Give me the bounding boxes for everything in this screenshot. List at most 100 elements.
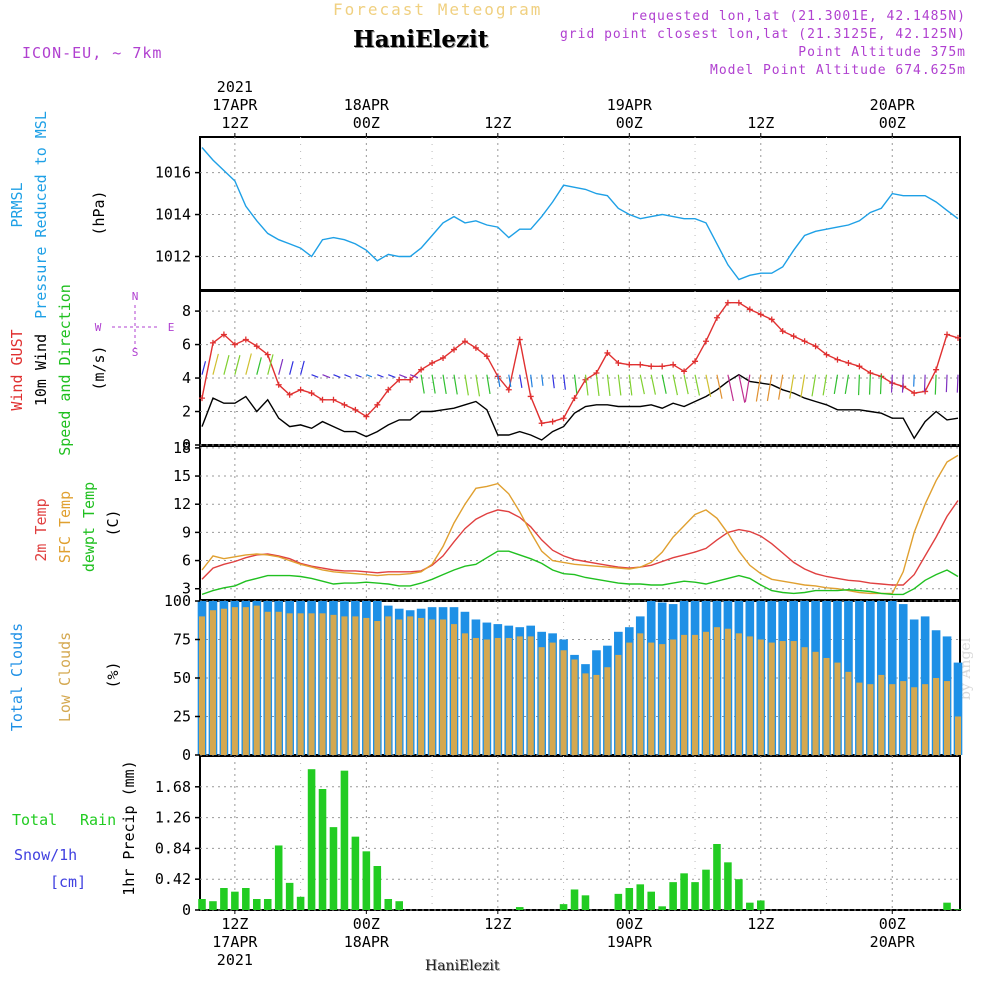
y-tick-label: 18	[173, 439, 191, 457]
label-speed-direction: Speed and Direction	[56, 284, 74, 456]
compass-w: W	[95, 321, 102, 334]
label-1hr-precip: 1hr Precip (mm)	[120, 760, 138, 895]
wind-direction-arrow	[355, 374, 362, 378]
time-label-top: 12Z	[221, 114, 248, 132]
low-cloud-bar	[330, 614, 337, 755]
low-cloud-bar	[724, 628, 731, 755]
gust-marker	[560, 415, 567, 422]
rain-bar	[274, 845, 283, 910]
low-cloud-bar	[396, 619, 403, 755]
low-cloud-bar	[385, 616, 392, 755]
gust-marker	[538, 420, 545, 427]
gust-marker	[319, 396, 326, 403]
time-label-bottom: 00Z	[616, 915, 643, 933]
wind-direction-arrow	[486, 374, 491, 395]
wind-direction-arrow	[377, 374, 384, 378]
gust-marker	[363, 413, 370, 420]
y-tick-label: 100	[164, 592, 191, 610]
low-cloud-bar	[209, 610, 216, 755]
low-cloud-bar	[461, 633, 468, 755]
low-cloud-bar	[374, 621, 381, 755]
wind-direction-arrow	[800, 374, 806, 398]
wind-direction-arrow	[267, 354, 274, 375]
gust-marker	[209, 339, 216, 346]
wind-direction-arrow	[201, 361, 207, 375]
gust-marker	[308, 390, 315, 397]
wind-direction-arrow	[595, 374, 600, 397]
wind-direction-arrow	[755, 374, 762, 402]
time-label-bottom: 00Z	[353, 915, 380, 933]
rain-bar	[263, 899, 272, 910]
requested-coords: requested lon,lat (21.3001E, 42.1485N)	[630, 9, 966, 24]
low-cloud-bar	[505, 637, 512, 755]
low-cloud-bar	[670, 639, 677, 755]
low-cloud-bar	[604, 667, 611, 755]
compass-n: N	[132, 290, 139, 303]
gust-marker	[516, 336, 523, 343]
wind-direction-arrow	[562, 374, 566, 390]
low-cloud-bar	[746, 636, 753, 755]
low-cloud-bar	[834, 662, 841, 755]
wind-direction-arrow	[716, 374, 723, 399]
low-cloud-bar	[922, 684, 929, 755]
model-altitude: Model Point Altitude 674.625m	[710, 63, 966, 78]
time-label-bottom: 00Z	[879, 915, 906, 933]
label-prmsl: PRMSL	[8, 182, 26, 227]
wind-direction-arrow	[388, 374, 396, 379]
wind-direction-arrow	[256, 357, 262, 375]
wind-direction-arrow	[223, 355, 230, 375]
gust-marker	[571, 395, 578, 402]
wind-direction-arrow	[322, 374, 331, 379]
gust-marker	[637, 361, 644, 368]
rain-bar	[735, 879, 743, 910]
low-cloud-bar	[418, 617, 425, 755]
rain-bar	[669, 882, 677, 910]
wind-direction-arrow	[639, 374, 645, 395]
label-hpa: (hPa)	[90, 190, 108, 235]
gust-marker	[768, 316, 775, 323]
gust-marker	[757, 311, 764, 318]
y-tick-label: 6	[182, 552, 191, 570]
gust-marker	[472, 344, 479, 351]
low-cloud-bar	[472, 637, 479, 755]
rain-bar	[296, 896, 305, 910]
wind-direction-arrow	[738, 374, 746, 403]
low-cloud-bar	[450, 624, 458, 755]
time-label-top: 00Z	[879, 114, 906, 132]
rain-bar	[570, 889, 579, 910]
gust-marker	[790, 333, 797, 340]
low-cloud-bar	[352, 616, 359, 755]
total-cloud-bar	[866, 601, 875, 755]
total-cloud-bar	[855, 601, 864, 755]
wind-direction-arrow	[844, 374, 850, 395]
wind-direction-arrow	[694, 374, 701, 396]
gust-marker	[648, 363, 655, 370]
gust-marker	[407, 376, 414, 383]
rain-bar	[242, 888, 250, 910]
rain-bar	[198, 899, 206, 910]
wind-direction-arrow	[333, 374, 341, 378]
wind-direction-arrow	[300, 360, 305, 375]
gust-marker	[429, 359, 436, 366]
low-cloud-bar	[483, 639, 490, 755]
rain-bar	[625, 888, 634, 910]
gust-marker	[483, 353, 490, 360]
rain-bar	[340, 770, 349, 910]
wind-direction-arrow	[311, 374, 319, 378]
rain-bar	[943, 902, 951, 910]
gust-marker	[396, 376, 403, 383]
date-label-bottom: 18APR	[344, 933, 390, 951]
wind-direction-arrow	[530, 374, 533, 388]
label-2m-temp: 2m Temp	[32, 498, 50, 561]
rain-bar	[362, 851, 371, 910]
rain-bar	[746, 902, 754, 910]
gust-marker	[264, 351, 271, 358]
wind-direction-arrow	[945, 374, 948, 393]
wind-direction-arrow	[409, 374, 419, 379]
low-cloud-bar	[319, 613, 326, 755]
low-cloud-bar	[779, 641, 786, 755]
low-cloud-bar	[440, 619, 447, 755]
wind-direction-arrow	[245, 353, 252, 375]
label-wind-gust: Wind GUST	[8, 329, 26, 410]
compass-s: S	[132, 346, 139, 359]
